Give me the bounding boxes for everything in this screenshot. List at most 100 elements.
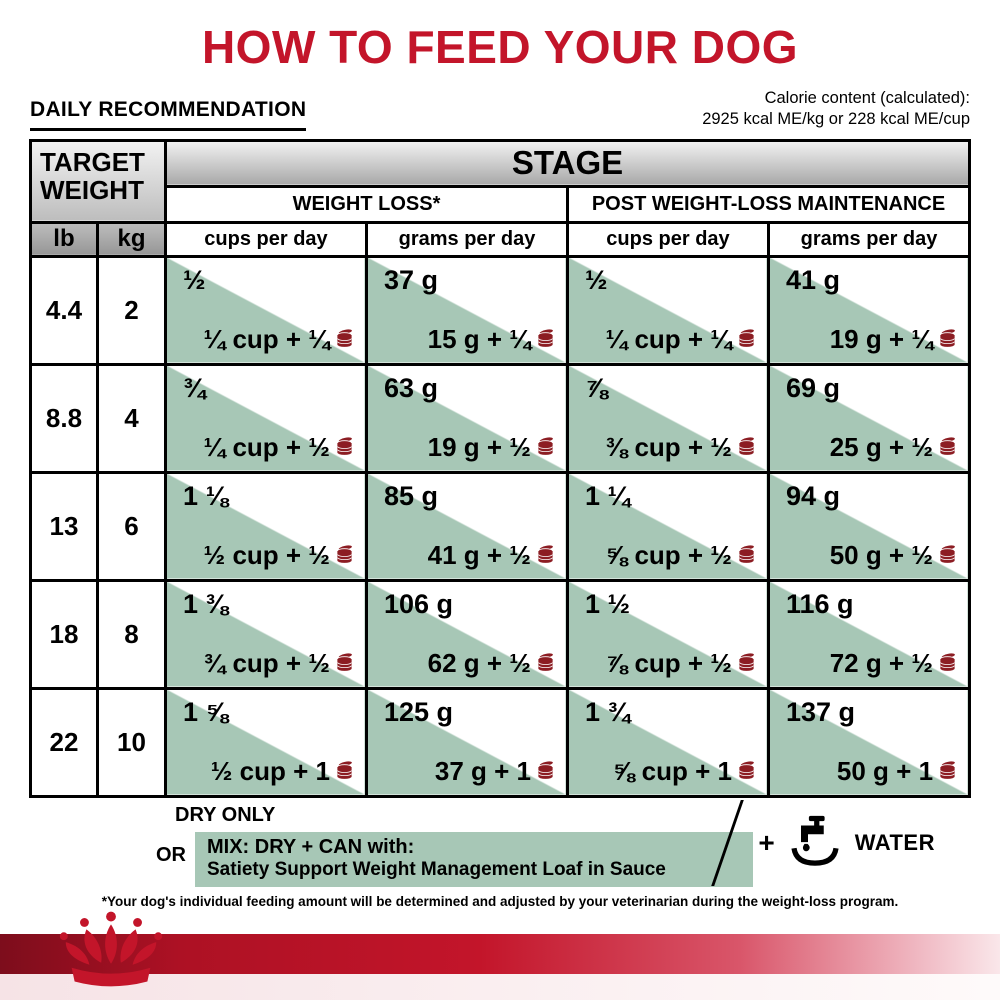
mix-amount: ¼ cup + ½ xyxy=(204,432,354,463)
can-icon xyxy=(737,544,756,566)
mix-subtitle: Satiety Support Weight Management Loaf i… xyxy=(207,858,666,880)
can-icon xyxy=(536,436,555,458)
cell-wl-cups: 1 ⅝ ½ cup + 1 xyxy=(163,686,368,798)
weight-kg: 8 xyxy=(95,578,167,690)
table-row: 8.8 4 ¾ ¼ cup + ½ 63 g 19 g + ½ ⅞ ⅜ cup … xyxy=(28,362,972,474)
footnote: *Your dog's individual feeding amount wi… xyxy=(101,893,899,909)
kg-column-header: kg xyxy=(95,220,167,258)
mix-amount-text: ⅝ cup + 1 xyxy=(612,755,732,786)
dry-amount: 69 g xyxy=(785,372,841,403)
dry-amount: 1 ⅝ xyxy=(182,696,229,727)
can-icon xyxy=(938,760,957,782)
dry-amount: 137 g xyxy=(785,696,856,727)
can-icon xyxy=(938,544,957,566)
mix-amount-text: 19 g + ¼ xyxy=(829,323,934,354)
dry-amount: 63 g xyxy=(383,372,439,403)
dry-amount: ¾ xyxy=(182,372,206,403)
weight-lb: 13 xyxy=(28,470,99,582)
mix-amount-text: 25 g + ½ xyxy=(829,431,934,462)
dry-amount: 1 ⅜ xyxy=(182,588,229,619)
cell-m-cups: 1 ½ ⅞ cup + ½ xyxy=(565,578,770,690)
mix-amount-text: 19 g + ½ xyxy=(427,431,531,462)
mix-amount: 15 g + ¼ xyxy=(428,324,555,355)
cell-wl-cups: ½ ¼ cup + ¼ xyxy=(163,254,368,366)
red-gradient-bar xyxy=(0,934,1000,974)
can-icon xyxy=(737,652,756,674)
mix-amount: ¼ cup + ¼ xyxy=(204,324,354,355)
mix-amount: 50 g + 1 xyxy=(837,756,957,787)
can-icon xyxy=(938,652,957,674)
water-legend: + WATER xyxy=(711,799,935,886)
weight-lb: 4.4 xyxy=(28,254,99,366)
dry-amount: 1 ¾ xyxy=(584,696,631,727)
mix-amount-text: ½ cup + ½ xyxy=(203,539,330,570)
mix-amount: 19 g + ¼ xyxy=(830,324,957,355)
can-icon xyxy=(335,544,354,566)
weight-kg: 10 xyxy=(95,686,167,798)
light-strip xyxy=(0,974,1000,1000)
maintenance-header: POST WEIGHT-LOSS MAINTENANCE xyxy=(565,184,972,224)
mix-amount: ¼ cup + ¼ xyxy=(606,324,756,355)
table-row: 18 8 1 ⅜ ¾ cup + ½ 106 g 62 g + ½ 1 ½ ⅞ … xyxy=(28,578,972,690)
weight-lb: 22 xyxy=(28,686,99,798)
wl-grams-column-header: grams per day xyxy=(364,220,569,258)
mix-amount-text: ⅝ cup + ½ xyxy=(605,539,732,570)
table-row: 13 6 1 ⅛ ½ cup + ½ 85 g 41 g + ½ 1 ¼ ⅝ c… xyxy=(28,470,972,582)
subheader: DAILY RECOMMENDATION Calorie content (ca… xyxy=(30,88,970,131)
dry-amount: 116 g xyxy=(785,588,854,619)
target-weight-header: TARGET WEIGHT xyxy=(28,138,167,224)
m-grams-column-header: grams per day xyxy=(766,220,972,258)
can-icon xyxy=(335,652,354,674)
faucet-bowl-icon xyxy=(787,815,843,871)
mix-amount-text: ¾ cup + ½ xyxy=(203,647,330,678)
mix-amount: ⅞ cup + ½ xyxy=(606,648,756,679)
mix-amount: 41 g + ½ xyxy=(428,540,555,571)
mix-amount: 19 g + ½ xyxy=(428,432,555,463)
weight-kg: 4 xyxy=(95,362,167,474)
can-icon xyxy=(536,760,555,782)
mix-amount-text: 37 g + 1 xyxy=(434,755,531,786)
mix-amount-text: ¼ cup + ½ xyxy=(203,431,330,462)
mix-amount: ⅝ cup + ½ xyxy=(606,540,756,571)
weight-loss-header: WEIGHT LOSS* xyxy=(163,184,569,224)
mix-amount-text: ⅜ cup + ½ xyxy=(605,431,732,462)
can-icon xyxy=(737,328,756,350)
can-icon xyxy=(536,544,555,566)
dry-amount: 1 ½ xyxy=(584,588,631,619)
can-icon xyxy=(536,652,555,674)
weight-kg: 2 xyxy=(95,254,167,366)
mix-amount: 72 g + ½ xyxy=(830,648,957,679)
cell-wl-cups: 1 ⅜ ¾ cup + ½ xyxy=(163,578,368,690)
stage-header: STAGE xyxy=(163,138,972,188)
mix-amount: ½ cup + ½ xyxy=(204,540,354,571)
mix-title: MIX: DRY + CAN with: xyxy=(207,835,415,858)
cell-wl-grams: 63 g 19 g + ½ xyxy=(364,362,569,474)
can-icon xyxy=(335,328,354,350)
mix-amount: 62 g + ½ xyxy=(428,648,555,679)
wl-cups-column-header: cups per day xyxy=(163,220,368,258)
mix-amount: ¾ cup + ½ xyxy=(204,648,354,679)
can-icon xyxy=(737,436,756,458)
water-label: WATER xyxy=(854,829,935,855)
dry-amount: 94 g xyxy=(785,480,841,511)
cell-m-cups: 1 ¾ ⅝ cup + 1 xyxy=(565,686,770,798)
dry-amount: 1 ⅛ xyxy=(182,480,229,511)
cell-m-cups: ⅞ ⅜ cup + ½ xyxy=(565,362,770,474)
or-label: OR xyxy=(156,843,186,866)
dry-amount: 106 g xyxy=(383,588,454,619)
can-icon xyxy=(536,328,555,350)
cell-m-grams: 116 g 72 g + ½ xyxy=(766,578,972,690)
mix-legend-band: MIX: DRY + CAN with: Satiety Support Wei… xyxy=(195,831,753,887)
diagonal-divider xyxy=(711,799,745,886)
cell-m-cups: ½ ¼ cup + ¼ xyxy=(565,254,770,366)
mix-amount-text: 41 g + ½ xyxy=(427,539,531,570)
weight-kg: 6 xyxy=(95,470,167,582)
can-icon xyxy=(335,436,354,458)
mix-amount-text: 72 g + ½ xyxy=(829,647,934,678)
lb-column-header: lb xyxy=(28,220,99,258)
royal-canin-crown-icon xyxy=(52,908,170,992)
table-row: 22 10 1 ⅝ ½ cup + 1 125 g 37 g + 1 1 ¾ ⅝… xyxy=(28,686,972,798)
dry-amount: 125 g xyxy=(383,696,454,727)
mix-amount: ⅝ cup + 1 xyxy=(613,756,756,787)
